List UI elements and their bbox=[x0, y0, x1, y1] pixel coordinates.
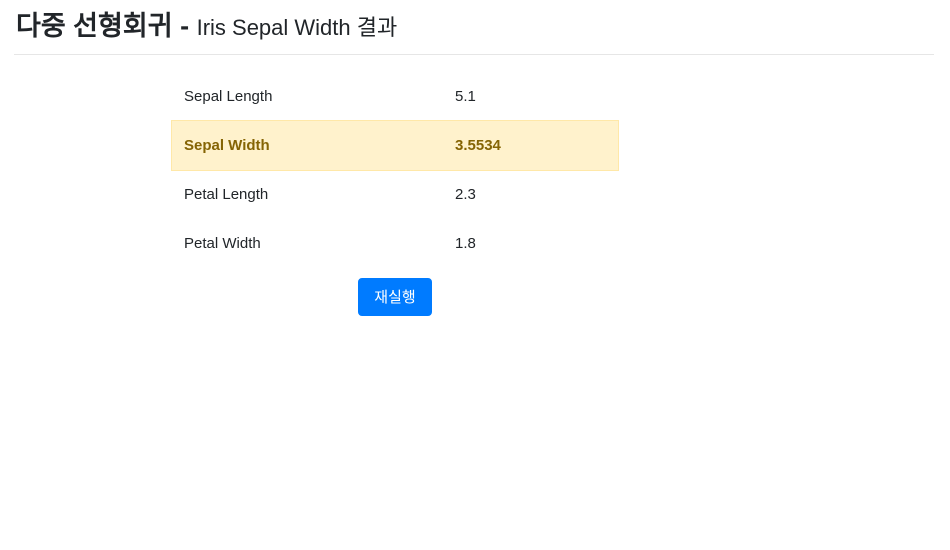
page-header: 다중 선형회귀 - Iris Sepal Width 결과 bbox=[14, 0, 934, 55]
result-label: Sepal Length bbox=[184, 88, 273, 105]
result-row-sepal-width: Sepal Width 3.5534 bbox=[171, 120, 619, 171]
title-separator: - bbox=[180, 11, 190, 41]
result-value: 1.8 bbox=[455, 235, 476, 252]
result-row-petal-width: Petal Width 1.8 bbox=[172, 219, 618, 268]
result-label: Petal Length bbox=[184, 186, 269, 203]
result-label: Sepal Width bbox=[184, 137, 270, 154]
result-value: 5.1 bbox=[455, 88, 476, 105]
result-value: 2.3 bbox=[455, 186, 476, 203]
result-value: 3.5534 bbox=[455, 137, 501, 154]
result-row-sepal-length: Sepal Length 5.1 bbox=[172, 72, 618, 121]
results-table: Sepal Length 5.1 Sepal Width 3.5534 Peta… bbox=[171, 72, 619, 268]
result-label: Petal Width bbox=[184, 235, 261, 252]
rerun-button[interactable]: 재실행 bbox=[358, 278, 432, 316]
result-row-petal-length: Petal Length 2.3 bbox=[172, 170, 618, 219]
page-title: 다중 선형회귀 - Iris Sepal Width 결과 bbox=[16, 8, 397, 46]
title-subtitle: Iris Sepal Width 결과 bbox=[196, 15, 398, 40]
title-main: 다중 선형회귀 bbox=[16, 11, 173, 41]
